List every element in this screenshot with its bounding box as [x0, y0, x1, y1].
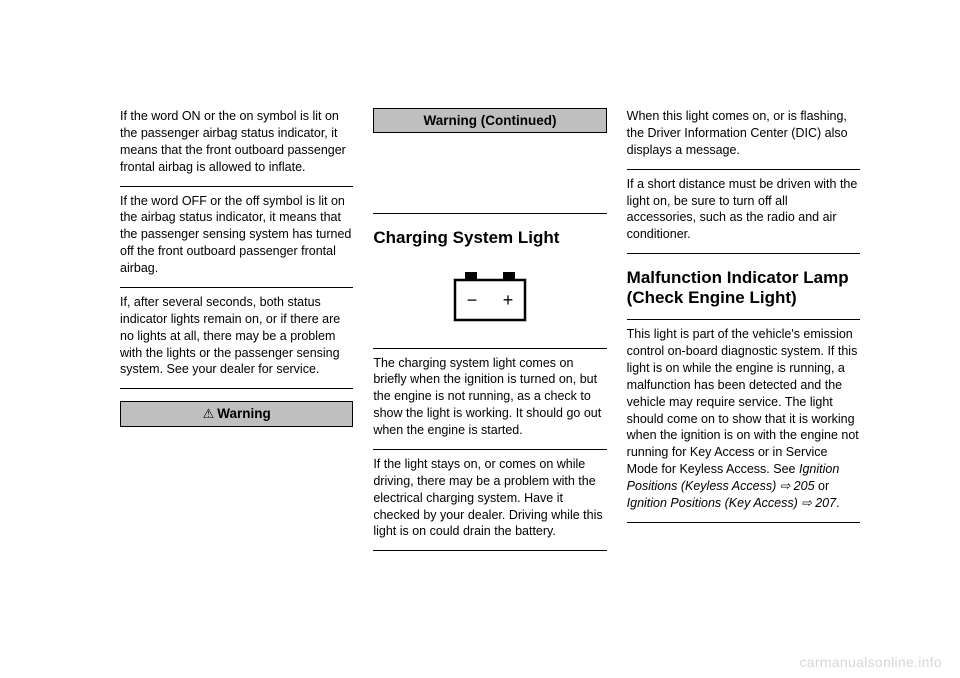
- divider: [373, 213, 606, 214]
- airbag-on-paragraph: If the word ON or the on symbol is lit o…: [120, 108, 353, 176]
- ref-key-access-page: ⇨ 207: [798, 496, 836, 510]
- divider: [373, 348, 606, 349]
- divider: [373, 449, 606, 450]
- divider: [120, 186, 353, 187]
- divider: [120, 287, 353, 288]
- column-3: When this light comes on, or is flashing…: [627, 108, 860, 557]
- mil-description-paragraph: This light is part of the vehicle's emis…: [627, 326, 860, 512]
- charging-light-check-paragraph: The charging system light comes on brief…: [373, 355, 606, 439]
- mil-text-a: This light is part of the vehicle's emis…: [627, 327, 859, 476]
- mil-heading: Malfunction Indicator Lamp (Check Engine…: [627, 268, 860, 307]
- warning-continued-box: Warning (Continued): [373, 108, 606, 133]
- column-2: Warning (Continued) Charging System Ligh…: [373, 108, 606, 557]
- dic-message-paragraph: When this light comes on, or is flashing…: [627, 108, 860, 159]
- battery-plus: +: [503, 290, 514, 310]
- divider: [627, 253, 860, 254]
- watermark: carmanualsonline.info: [800, 654, 943, 670]
- ref-key-access: Ignition Positions (Key Access): [627, 496, 798, 510]
- ref-keyless-access-page: ⇨ 205: [776, 479, 814, 493]
- warning-body-spacer: [373, 137, 606, 207]
- airbag-off-paragraph: If the word OFF or the off symbol is lit…: [120, 193, 353, 277]
- mil-text-b: or: [815, 479, 830, 493]
- mil-text-c: .: [836, 496, 839, 510]
- divider: [627, 319, 860, 320]
- divider: [373, 550, 606, 551]
- short-distance-paragraph: If a short distance must be driven with …: [627, 176, 860, 244]
- warning-label: Warning: [217, 406, 271, 421]
- divider: [120, 388, 353, 389]
- warning-triangle-icon: ⚠: [203, 406, 215, 421]
- divider: [627, 522, 860, 523]
- warning-continued-label: Warning (Continued): [424, 113, 557, 128]
- page-content: If the word ON or the on symbol is lit o…: [0, 0, 960, 597]
- battery-icon: − +: [440, 262, 540, 332]
- charging-light-stayson-paragraph: If the light stays on, or comes on while…: [373, 456, 606, 540]
- divider: [627, 169, 860, 170]
- column-1: If the word ON or the on symbol is lit o…: [120, 108, 353, 557]
- charging-system-heading: Charging System Light: [373, 228, 606, 248]
- battery-minus: −: [467, 290, 478, 310]
- airbag-problem-paragraph: If, after several seconds, both status i…: [120, 294, 353, 378]
- warning-box: ⚠Warning: [120, 401, 353, 427]
